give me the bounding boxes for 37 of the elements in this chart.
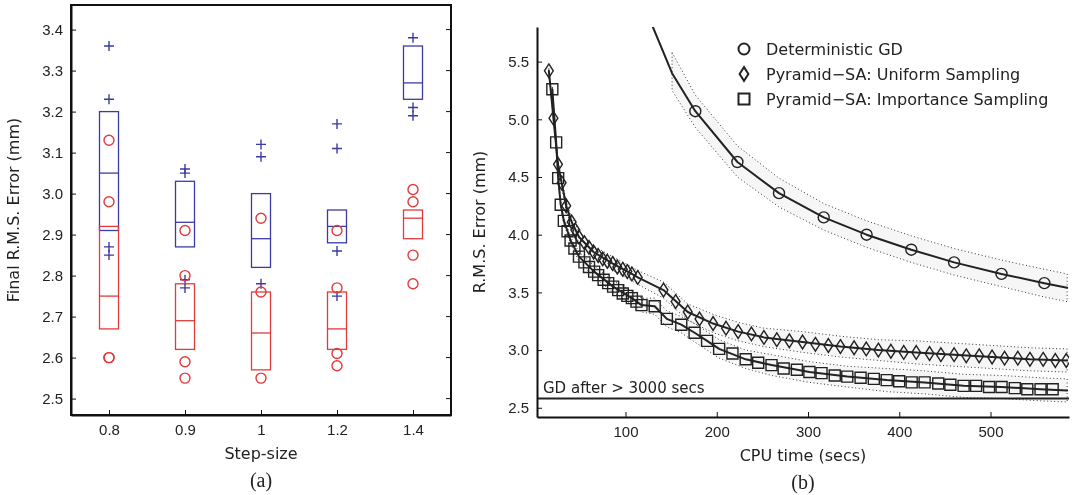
y-tick-label: 2.7 [42, 307, 63, 325]
text: (a) [249, 469, 273, 492]
y-tick-label: 3.0 [508, 341, 529, 359]
x-tick-label: 500 [978, 422, 1004, 440]
x-tick-label: 1.4 [403, 420, 424, 438]
y-axis-title: R.M.S. Error (mm) [470, 150, 489, 294]
x-tick-label: 0.9 [175, 420, 196, 438]
y-tick-label: 2.6 [42, 348, 63, 366]
y-tick-label: 2.5 [508, 399, 529, 417]
y-tick-label: 3.2 [42, 102, 63, 120]
x-axis-title: Step-size [224, 444, 298, 463]
x-tick-label: 1 [257, 420, 266, 438]
text: (b) [791, 471, 815, 494]
x-tick-label: 100 [613, 422, 639, 440]
y-tick-label: 3.5 [508, 283, 529, 301]
x-tick-label: 0.8 [99, 420, 120, 438]
legend-label: Pyramid−SA: Uniform Sampling [766, 65, 1021, 84]
y-tick-label: 2.9 [42, 225, 63, 243]
ref-line-label: GD after > 3000 secs [543, 378, 705, 397]
y-tick-label: 5.5 [508, 52, 529, 70]
x-axis-title: CPU time (secs) [739, 446, 867, 465]
x-tick-label: 400 [887, 422, 913, 440]
x-tick-label: 1.2 [327, 420, 348, 438]
legend-label: Deterministic GD [766, 40, 903, 59]
x-tick-label: 300 [796, 422, 822, 440]
y-axis-title: Final R.M.S. Error (mm) [4, 117, 23, 303]
y-tick-label: 3.3 [42, 61, 63, 79]
legend-label: Pyramid−SA: Importance Sampling [766, 90, 1049, 109]
y-tick-label: 3.0 [42, 184, 63, 202]
x-tick-label: 200 [704, 422, 730, 440]
y-tick-label: 2.8 [42, 266, 63, 284]
y-tick-label: 2.5 [42, 389, 63, 407]
y-tick-label: 4.0 [508, 225, 529, 243]
y-tick-label: 4.5 [508, 168, 529, 186]
y-tick-label: 3.1 [42, 143, 63, 161]
y-tick-label: 3.4 [42, 20, 63, 38]
y-tick-label: 5.0 [508, 110, 529, 128]
